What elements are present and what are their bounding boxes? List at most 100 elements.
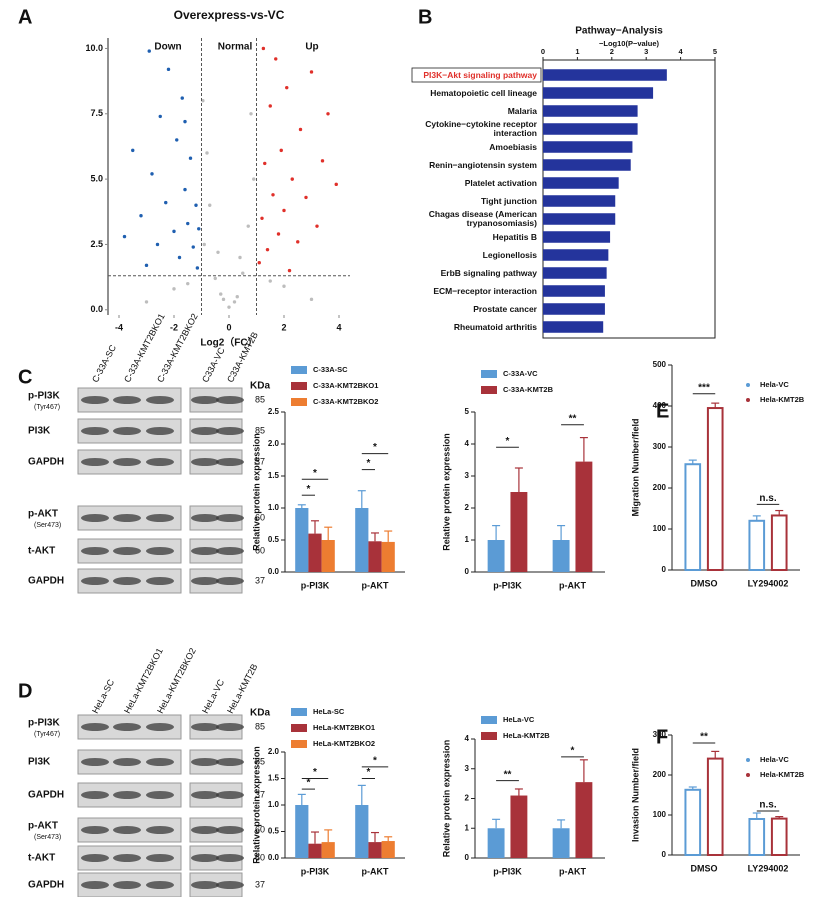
category-label: Chagas disease (American trypanosomiasis… bbox=[428, 209, 537, 228]
panel-label: E bbox=[656, 400, 669, 422]
blot-band bbox=[113, 723, 141, 731]
point bbox=[216, 250, 220, 254]
point bbox=[131, 148, 135, 153]
blot-band bbox=[81, 881, 109, 889]
bar bbox=[487, 540, 505, 572]
blot-band bbox=[81, 547, 109, 555]
chart-title: Overexpress-vs-VC bbox=[174, 8, 285, 22]
point bbox=[166, 67, 171, 72]
blot-band bbox=[81, 577, 109, 585]
row-label: GAPDH bbox=[28, 880, 64, 891]
category-label-box: PI3K−Akt signaling pathway bbox=[423, 70, 537, 79]
blot-band bbox=[146, 723, 174, 731]
blot-band bbox=[216, 723, 244, 731]
blot-band bbox=[146, 881, 174, 889]
blot-band bbox=[81, 758, 109, 766]
point bbox=[241, 271, 245, 275]
bar bbox=[770, 817, 788, 856]
row-label: GAPDH bbox=[28, 790, 64, 801]
blot-band bbox=[191, 758, 219, 766]
blot-band bbox=[191, 791, 219, 799]
kda-value: 60 bbox=[255, 824, 265, 834]
legend-swatch bbox=[291, 382, 307, 390]
significance-label: * bbox=[306, 484, 310, 495]
bar bbox=[543, 159, 631, 171]
blot-band bbox=[216, 791, 244, 799]
point bbox=[150, 172, 154, 176]
point bbox=[249, 112, 253, 116]
blot-band bbox=[191, 427, 219, 435]
x-tick-label: p-AKT bbox=[362, 580, 389, 590]
x-tick-label: 2 bbox=[610, 47, 614, 56]
blot-band bbox=[216, 826, 244, 834]
point bbox=[158, 114, 162, 119]
point bbox=[261, 46, 266, 51]
blot-band bbox=[81, 723, 109, 731]
point bbox=[287, 268, 292, 273]
bar bbox=[543, 141, 633, 153]
category-label-box: ErbB signaling pathway bbox=[441, 268, 537, 277]
row-label: PI3K bbox=[28, 426, 51, 437]
point bbox=[263, 161, 267, 166]
legend-label: C-33A-KMT2BKO1 bbox=[313, 381, 378, 390]
bar bbox=[684, 463, 702, 571]
point bbox=[183, 187, 187, 192]
kda-value: 37 bbox=[255, 789, 265, 799]
bar bbox=[543, 177, 619, 189]
y-tick-label: 2.5 bbox=[90, 239, 103, 249]
blot-band bbox=[146, 854, 174, 862]
row-label: PI3K bbox=[28, 757, 51, 768]
region-label: Normal bbox=[218, 42, 253, 53]
legend-swatch bbox=[481, 386, 497, 394]
category-label-box: Hematopoietic cell lineage bbox=[430, 87, 537, 98]
bar bbox=[295, 805, 309, 858]
category-label: Platelet activation bbox=[464, 177, 537, 188]
category-label: Rheumatoid arthritis bbox=[453, 321, 537, 332]
blot-band bbox=[191, 396, 219, 404]
point bbox=[279, 148, 283, 153]
row-label: GAPDH bbox=[28, 457, 64, 468]
category-label: Hematopoietic cell lineage bbox=[430, 87, 537, 98]
category-label-box: Chagas disease (American trypanosomiasis… bbox=[428, 209, 537, 228]
point bbox=[276, 232, 281, 236]
blot-band bbox=[146, 826, 174, 834]
bar bbox=[321, 842, 335, 858]
significance-label: n.s. bbox=[759, 493, 776, 504]
legend-label: HeLa-VC bbox=[503, 715, 535, 724]
category-label-box: Hepatitis B bbox=[493, 232, 537, 241]
kda-value: 85 bbox=[255, 425, 265, 435]
point bbox=[172, 229, 176, 234]
y-tick-label: 200 bbox=[653, 770, 667, 779]
category-label: Legionellosis bbox=[482, 249, 537, 260]
y-tick-label: 0 bbox=[662, 565, 667, 574]
bar bbox=[308, 843, 322, 858]
category-label: Prostate cancer bbox=[473, 303, 537, 314]
chart-title: Pathway−Analysis bbox=[575, 26, 663, 37]
kda-value: 60 bbox=[255, 512, 265, 522]
blot-band bbox=[191, 547, 219, 555]
kda-value: 60 bbox=[255, 852, 265, 862]
significance-label: * bbox=[373, 442, 377, 453]
point bbox=[194, 203, 198, 207]
point bbox=[271, 193, 275, 197]
point bbox=[326, 112, 330, 116]
x-tick-label: -2 bbox=[170, 322, 178, 332]
point bbox=[191, 245, 195, 249]
blot-band bbox=[191, 881, 219, 889]
point bbox=[252, 177, 256, 181]
y-axis-label: Migration Number/field bbox=[630, 418, 640, 516]
y-tick-label: 100 bbox=[653, 810, 667, 819]
y-tick-label: 3 bbox=[465, 764, 470, 773]
significance-label: * bbox=[373, 755, 377, 766]
bar bbox=[543, 249, 609, 261]
blot-band bbox=[216, 881, 244, 889]
point bbox=[285, 85, 289, 90]
point bbox=[290, 177, 294, 181]
blot-band bbox=[191, 458, 219, 466]
y-tick-label: 1.5 bbox=[268, 471, 280, 480]
row-site: (Ser473) bbox=[34, 834, 61, 841]
point bbox=[304, 195, 308, 200]
significance-label: n.s. bbox=[759, 800, 776, 811]
bar bbox=[510, 795, 528, 858]
